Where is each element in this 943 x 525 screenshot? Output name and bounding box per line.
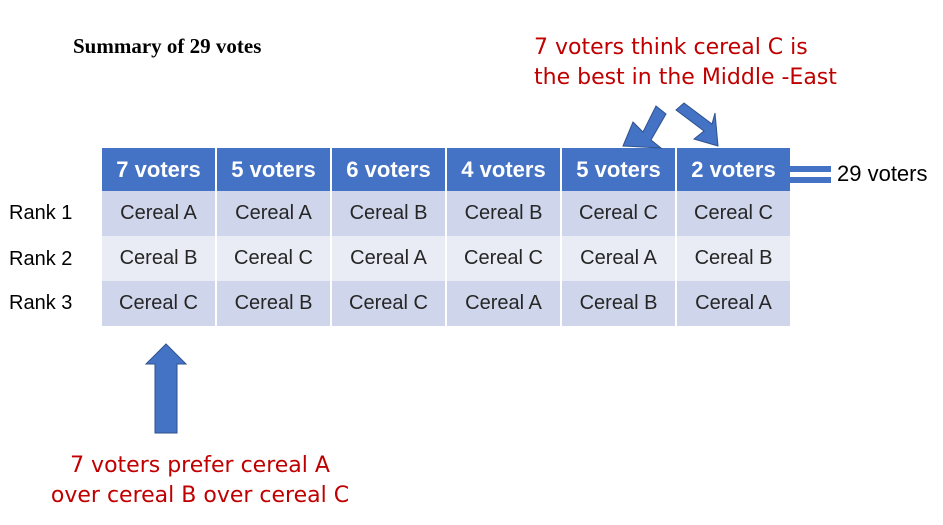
annotation-seven-voters-line1: 7 voters prefer cereal A: [70, 453, 330, 478]
column-header: 6 voters: [332, 148, 445, 191]
equals-sign-icon-bar: [790, 177, 831, 183]
table-cell: Cereal A: [332, 236, 445, 281]
page-title: Summary of 29 votes: [73, 34, 262, 58]
annotation-seven-voters: 7 voters prefer cereal A over cereal B o…: [40, 451, 360, 511]
table-cell: Cereal A: [217, 191, 330, 236]
annotation-cereal-c: 7 voters think cereal C is the best in t…: [534, 33, 837, 93]
table-cell: Cereal A: [562, 236, 675, 281]
column-header: 4 voters: [447, 148, 560, 191]
table-cell: Cereal A: [677, 281, 790, 326]
table-cell: Cereal C: [217, 236, 330, 281]
rank-label-1: Rank 1: [9, 202, 73, 224]
column-header: 2 voters: [677, 148, 790, 191]
total-voters: 29 voters: [837, 161, 928, 186]
up-arrow-icon: [144, 343, 188, 434]
table-cell: Cereal C: [102, 281, 215, 326]
table-cell: Cereal A: [102, 191, 215, 236]
column-header: 5 voters: [562, 148, 675, 191]
annotation-cereal-c-line2: the best in the Middle -East: [534, 65, 837, 90]
table-cell: Cereal B: [102, 236, 215, 281]
table-cell: Cereal B: [677, 236, 790, 281]
arrow-down-left-icon: [622, 105, 667, 149]
table-cell: Cereal C: [332, 281, 445, 326]
column-header: 7 voters: [102, 148, 215, 191]
annotation-seven-voters-line2: over cereal B over cereal C: [50, 483, 350, 508]
table-cell: Cereal C: [447, 236, 560, 281]
table-cell: Cereal B: [217, 281, 330, 326]
table-cell: Cereal A: [447, 281, 560, 326]
votes-table: 7 voters 5 voters 6 voters 4 voters 5 vo…: [102, 148, 790, 326]
column-header: 5 voters: [217, 148, 330, 191]
rank-label-2: Rank 2: [9, 248, 73, 270]
rank-label-3: Rank 3: [9, 292, 73, 314]
table-cell: Cereal C: [677, 191, 790, 236]
table-cell: Cereal B: [562, 281, 675, 326]
annotation-cereal-c-line1: 7 voters think cereal C is: [534, 35, 808, 60]
table-cell: Cereal C: [562, 191, 675, 236]
table-cell: Cereal B: [447, 191, 560, 236]
table-cell: Cereal B: [332, 191, 445, 236]
arrow-down-right-icon: [675, 102, 719, 147]
equals-sign-icon: [790, 166, 831, 172]
